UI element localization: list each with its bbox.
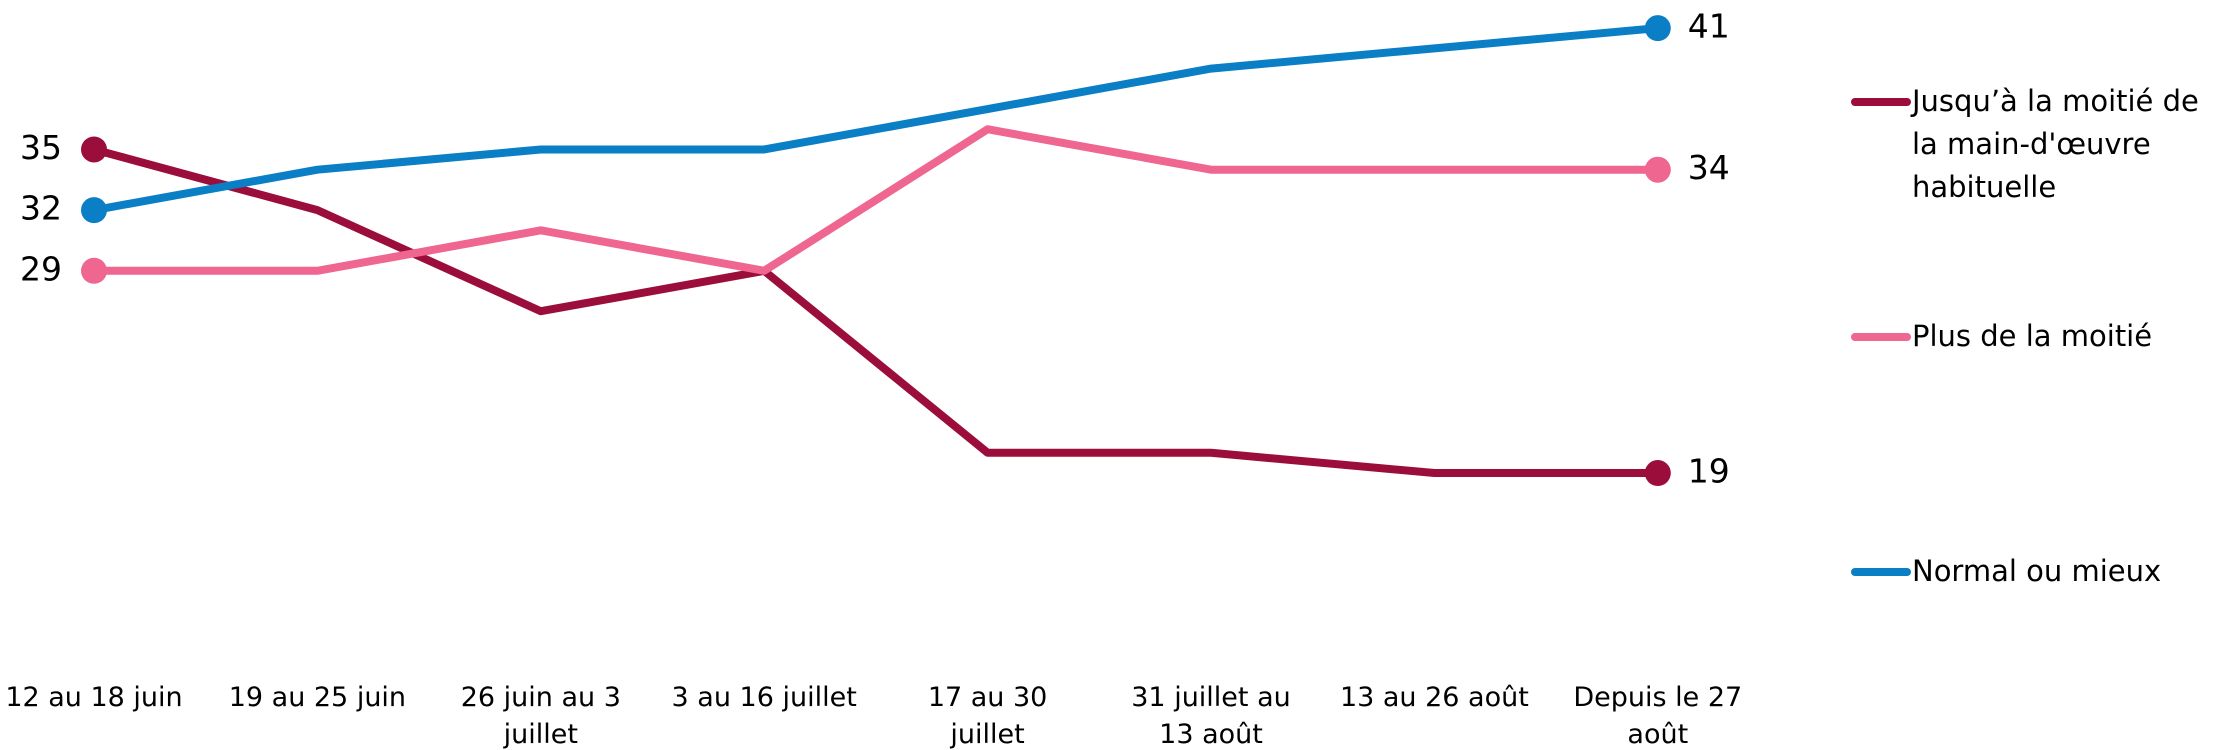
end-marker <box>1644 15 1671 42</box>
data-label: 32 <box>20 189 62 228</box>
end-marker <box>1644 460 1671 487</box>
series-line <box>92 145 1658 478</box>
x-tick-label: 12 au 18 juin <box>5 682 183 713</box>
x-tick-label: 19 au 25 juin <box>228 682 407 713</box>
x-tick-label: 26 juin au 3 juillet <box>460 682 621 750</box>
data-label: 41 <box>1688 7 1730 46</box>
x-tick-label: 3 au 16 juillet <box>671 682 857 713</box>
data-label: 29 <box>20 249 62 288</box>
series-line <box>94 125 1658 275</box>
x-tick-label: Depuis le 27 août <box>1573 682 1743 750</box>
series-line <box>93 24 1659 215</box>
end-marker <box>81 197 107 224</box>
end-marker <box>1644 156 1671 183</box>
data-label: 34 <box>1688 148 1730 187</box>
legend-label: Normal ou mieux <box>1912 554 2162 588</box>
legend-label: Jusqu’à la moitié de la main-d'œuvre hab… <box>1912 84 2199 204</box>
end-marker <box>81 257 107 284</box>
x-tick-label: 17 au 30 juillet <box>927 682 1048 750</box>
data-label: 35 <box>20 128 62 167</box>
legend-label: Plus de la moitié <box>1912 319 2153 353</box>
data-label: 19 <box>1688 452 1730 491</box>
x-tick-label: 31 juillet au 13 août <box>1131 682 1291 750</box>
x-tick-label: 13 au 26 août <box>1339 682 1529 713</box>
end-marker <box>81 136 107 163</box>
